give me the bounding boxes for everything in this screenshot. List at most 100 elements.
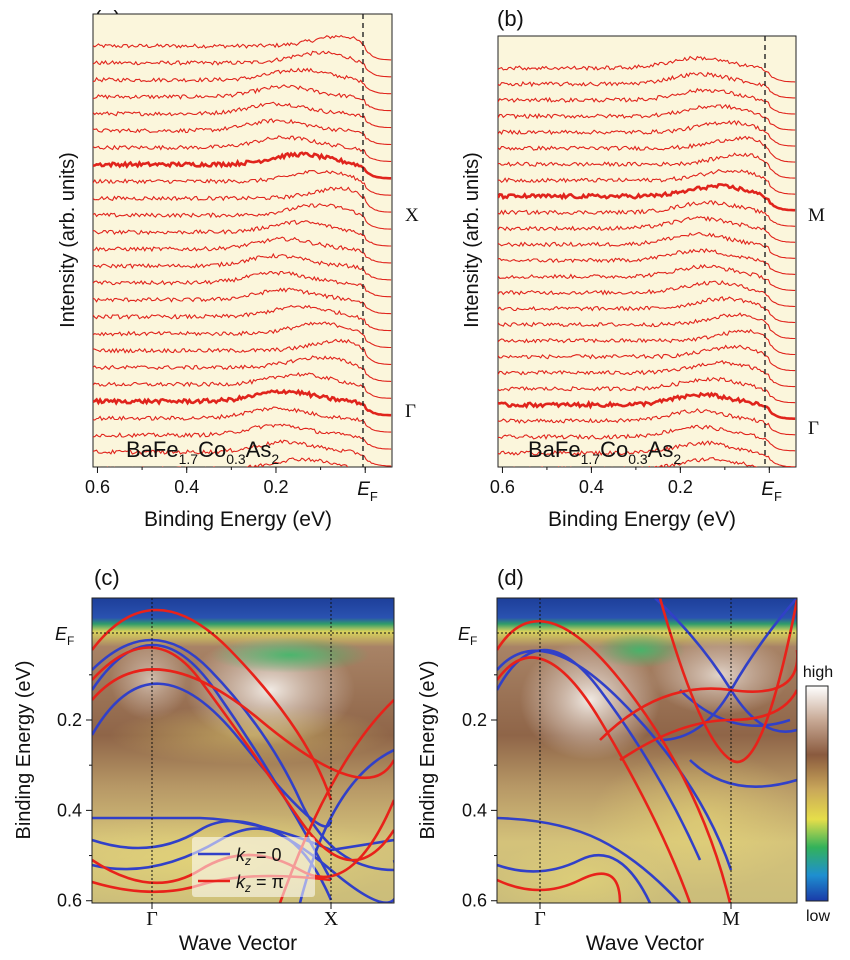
curve-label-b-gamma: Γ bbox=[808, 418, 819, 439]
band-kzpi bbox=[92, 608, 333, 801]
x-axis-label-a: Binding Energy (eV) bbox=[144, 508, 332, 531]
edc-curve bbox=[93, 439, 392, 467]
edc-curve bbox=[93, 338, 392, 365]
y-axis-label-c: Binding Energy (eV) bbox=[13, 661, 35, 840]
edc-curve bbox=[93, 372, 392, 399]
edc-curve bbox=[93, 34, 392, 61]
legend-label-kzpi: kz = π bbox=[236, 872, 284, 895]
ef-label-d: EF bbox=[458, 624, 477, 648]
edc-curve bbox=[93, 67, 392, 95]
x-axis-label-b: Binding Energy (eV) bbox=[548, 508, 736, 531]
intensity-map-d bbox=[497, 598, 797, 903]
band-kzpi bbox=[658, 598, 797, 764]
band-kz0 bbox=[689, 759, 797, 788]
edc-curve bbox=[498, 312, 796, 340]
edc-curve bbox=[498, 183, 796, 212]
edc-curve bbox=[93, 287, 392, 315]
edc-curve bbox=[498, 135, 796, 163]
edc-curve bbox=[93, 186, 392, 213]
band-kz0 bbox=[92, 638, 394, 872]
x-axis-label-d: Wave Vector bbox=[586, 932, 704, 955]
edc-curve bbox=[498, 87, 796, 115]
x-tick-label: 0.4 bbox=[174, 477, 199, 497]
legend-label-kz0: kz = 0 bbox=[236, 845, 282, 868]
edc-curve bbox=[93, 304, 392, 332]
x-tick-label: 0.6 bbox=[490, 477, 515, 497]
edc-curve bbox=[498, 344, 796, 372]
edc-curve bbox=[498, 440, 796, 467]
edc-curve bbox=[498, 296, 796, 324]
ef-label-c: EF bbox=[55, 624, 74, 648]
intensity-map-c bbox=[92, 598, 394, 903]
edc-curve bbox=[93, 252, 392, 281]
x-tick-c-x: X bbox=[324, 908, 339, 930]
panel-label-c: (c) bbox=[94, 565, 120, 590]
y-tick-label: 0.6 bbox=[57, 891, 82, 911]
y-tick-label: 0.2 bbox=[57, 710, 82, 730]
x-axis-label-c: Wave Vector bbox=[179, 932, 297, 955]
colorbar-low-label: low bbox=[806, 908, 830, 925]
x-tick-label: 0.4 bbox=[579, 477, 604, 497]
edc-curve bbox=[498, 120, 796, 147]
edc-curve bbox=[498, 104, 796, 131]
edc-curve bbox=[498, 263, 796, 291]
band-kzpi bbox=[497, 872, 622, 903]
curve-label-a-gamma: Γ bbox=[405, 401, 416, 422]
edc-curve bbox=[498, 424, 796, 452]
band-kzpi bbox=[92, 646, 394, 862]
x-tick-label: 0.2 bbox=[263, 477, 288, 497]
colorbar-high-label: high bbox=[803, 664, 833, 681]
y-tick-label: 0.4 bbox=[462, 800, 487, 820]
panel-c: (c) 0.2 0.4 0.6 EF Binding Energy (eV) Γ X… bbox=[13, 565, 395, 955]
edc-curve bbox=[498, 169, 796, 195]
band-kzpi bbox=[619, 689, 797, 762]
compound-label-b: BaFe1.7Co0.3As2 bbox=[528, 437, 681, 467]
x-tick-d-m: M bbox=[722, 908, 740, 930]
edc-curve bbox=[498, 328, 796, 356]
y-axis-label-a: Intensity (arb. units) bbox=[57, 152, 79, 328]
edc-curve bbox=[93, 101, 392, 129]
edc-curve bbox=[498, 71, 796, 99]
y-axis-ticks-d: 0.2 0.4 0.6 bbox=[462, 674, 497, 911]
edc-curves-a bbox=[93, 34, 392, 467]
edc-curve bbox=[93, 170, 392, 196]
edc-curve bbox=[93, 203, 392, 230]
edc-curve bbox=[93, 219, 392, 247]
panel-a: (a) 0.60.40.2EF Intensity (arb. units) B… bbox=[57, 6, 419, 531]
edc-curve bbox=[498, 231, 796, 259]
band-kzpi bbox=[497, 656, 692, 903]
band-kz0 bbox=[497, 648, 702, 861]
edc-curve bbox=[498, 360, 796, 388]
curve-label-a-x: X bbox=[405, 205, 419, 226]
x-tick-label: 0.6 bbox=[85, 477, 110, 497]
band-kz0 bbox=[497, 649, 733, 871]
panel-label-b: (b) bbox=[497, 6, 524, 31]
y-axis-label-b: Intensity (arb. units) bbox=[461, 152, 483, 328]
edc-curve bbox=[93, 50, 392, 78]
colorbar: high low bbox=[803, 664, 833, 925]
y-axis-ticks-c: 0.2 0.4 0.6 bbox=[57, 674, 92, 911]
edc-plot-area-b bbox=[497, 35, 797, 468]
edc-curve bbox=[498, 215, 796, 243]
x-tick-d-gamma: Γ bbox=[534, 908, 546, 930]
edc-curve bbox=[99, 457, 349, 467]
compound-label-a: BaFe1.7Co0.3As2 bbox=[126, 437, 279, 467]
edc-curve bbox=[93, 135, 392, 162]
y-tick-label: 0.4 bbox=[57, 800, 82, 820]
y-tick-label: 0.2 bbox=[462, 710, 487, 730]
panel-label-d: (d) bbox=[497, 565, 524, 590]
x-tick-label-ef: EF bbox=[761, 479, 782, 504]
panel-b: (b) 0.6 0.4 0.2 EF Intensity (arb. units) B… bbox=[461, 6, 825, 531]
legend-c: kz = 0 kz = π bbox=[192, 837, 315, 897]
edc-curve bbox=[498, 280, 796, 308]
panel-d: (d) 0.2 0.4 0.6 EF Binding Energy (eV) Γ M… bbox=[417, 565, 798, 955]
edc-curve bbox=[93, 151, 392, 180]
y-tick-label: 0.6 bbox=[462, 891, 487, 911]
edc-curve bbox=[498, 376, 796, 404]
edc-curve bbox=[93, 355, 392, 382]
edc-curve bbox=[93, 321, 392, 349]
edc-curve bbox=[93, 270, 392, 298]
colorbar-gradient bbox=[805, 685, 829, 902]
edc-curve bbox=[498, 55, 796, 83]
